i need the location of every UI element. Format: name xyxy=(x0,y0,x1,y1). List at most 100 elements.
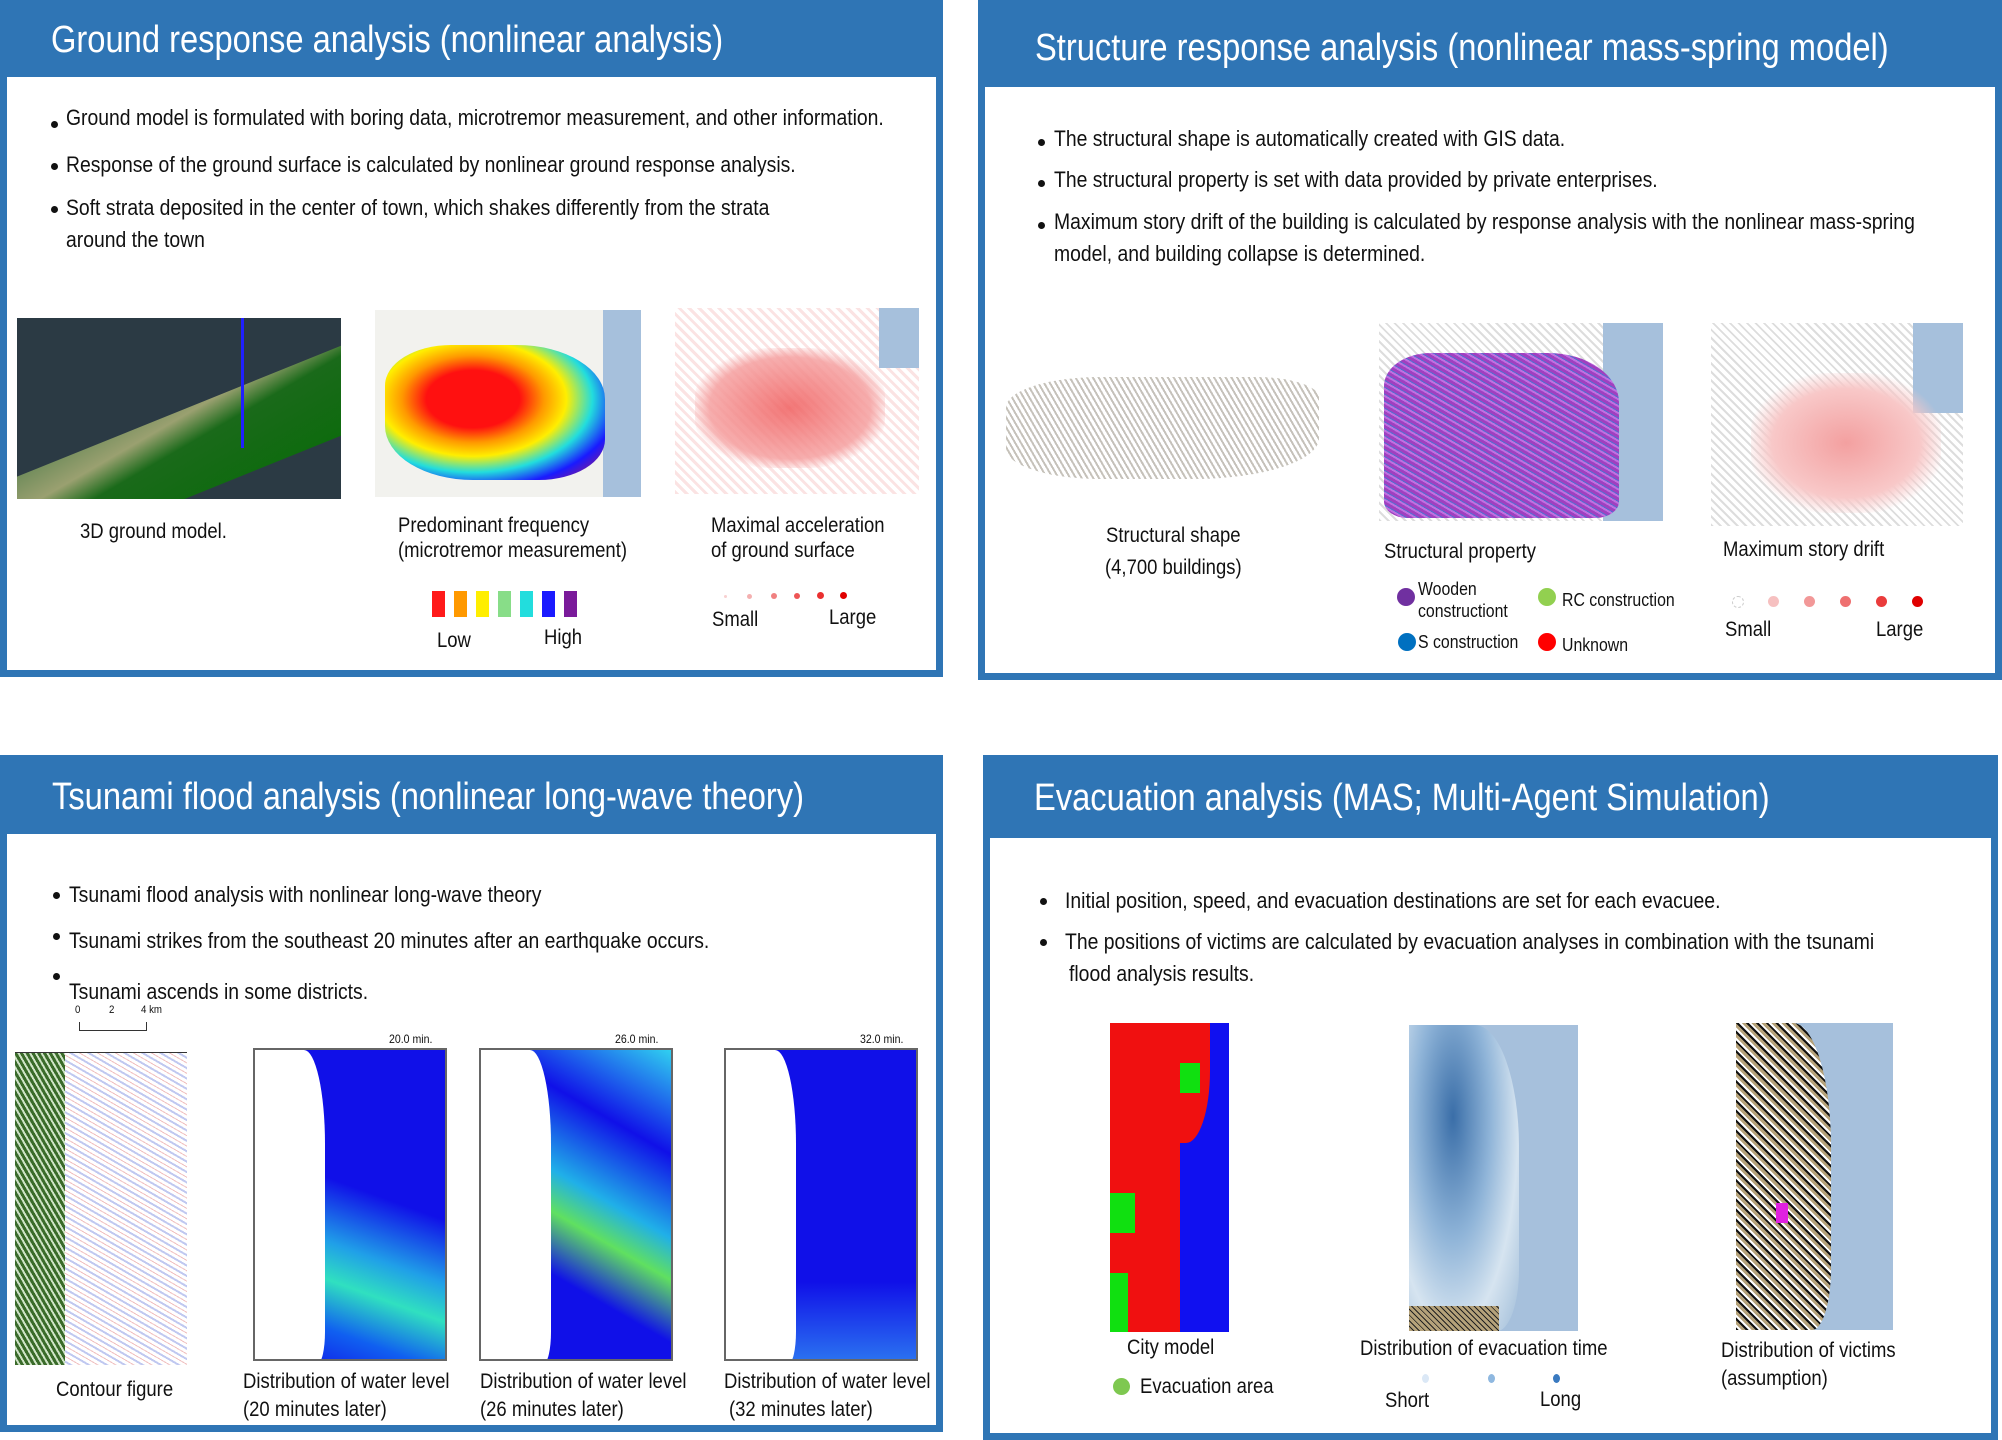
legend-label: Unknown xyxy=(1562,635,1629,655)
figure-caption: 3D ground model. xyxy=(80,520,227,543)
panel-header: Evacuation analysis (MAS; Multi-Agent Si… xyxy=(990,762,1991,838)
legend-low-label: Low xyxy=(437,629,471,652)
legend-large-label: Large xyxy=(829,606,877,629)
figure-caption: Distribution of evacuation time xyxy=(1360,1337,1608,1360)
unknown-legend-dot-icon xyxy=(1538,633,1556,651)
evacuation-panel: Evacuation analysis (MAS; Multi-Agent Si… xyxy=(983,755,1998,1440)
legend-large-label: Large xyxy=(1876,618,1924,641)
bullet-text: Tsunami strikes from the southeast 20 mi… xyxy=(69,928,710,953)
figure-caption: (4,700 buildings) xyxy=(1105,556,1242,579)
structure-response-panel: Structure response analysis (nonlinear m… xyxy=(978,0,2002,680)
legend-dot-icon xyxy=(1732,596,1744,608)
bullet-text: model, and building collapse is determin… xyxy=(1054,241,1426,266)
bullet-icon xyxy=(1038,222,1045,229)
panel-title: Structure response analysis (nonlinear m… xyxy=(1035,27,1889,69)
legend-dot-icon xyxy=(747,594,752,599)
figure-caption: Distribution of victims xyxy=(1721,1339,1896,1362)
legend-swatch xyxy=(498,591,511,617)
legend-label: S construction xyxy=(1418,632,1519,652)
bullet-text: Initial position, speed, and evacuation … xyxy=(1065,888,1721,913)
legend-label: constructiont xyxy=(1418,601,1508,621)
legend-swatch xyxy=(476,591,489,617)
bullet-text: The positions of victims are calculated … xyxy=(1065,929,1875,954)
legend-swatch xyxy=(542,591,555,617)
legend-dot-icon xyxy=(1840,596,1851,607)
legend-short-label: Short xyxy=(1385,1389,1430,1412)
panel-header: Tsunami flood analysis (nonlinear long-w… xyxy=(7,762,936,834)
scale-label: 0 xyxy=(75,1004,81,1016)
map-time-label: 26.0 min. xyxy=(615,1032,659,1046)
legend-dot-icon xyxy=(794,593,800,599)
figure-caption: of ground surface xyxy=(711,539,855,562)
rc-legend-dot-icon xyxy=(1538,588,1556,606)
bullet-text: The structural property is set with data… xyxy=(1054,167,1658,192)
bullet-text: Tsunami ascends in some districts. xyxy=(69,979,369,1004)
legend-label: RC construction xyxy=(1562,590,1675,610)
figure-caption: (assumption) xyxy=(1721,1367,1828,1390)
bullet-text: Maximum story drift of the building is c… xyxy=(1054,209,1915,234)
legend-dot-icon xyxy=(1804,596,1815,607)
water-level-map xyxy=(479,1048,673,1361)
maximal-acceleration-map xyxy=(675,308,919,494)
scale-bar xyxy=(79,1022,147,1031)
legend-dot-icon xyxy=(1912,596,1923,607)
structural-property-map xyxy=(1379,323,1663,521)
figure-caption: Structural property xyxy=(1384,540,1537,563)
ground-response-panel: Ground response analysis (nonlinear anal… xyxy=(0,0,943,677)
bullet-icon xyxy=(51,121,58,128)
legend-dot-icon xyxy=(1768,596,1779,607)
legend-dot-icon xyxy=(817,592,824,599)
panel-title: Ground response analysis (nonlinear anal… xyxy=(51,19,724,61)
water-level-map xyxy=(253,1048,447,1361)
tsunami-flood-panel: Tsunami flood analysis (nonlinear long-w… xyxy=(0,755,943,1432)
bullet-text: Ground model is formulated with boring d… xyxy=(66,105,884,130)
panel-title: Tsunami flood analysis (nonlinear long-w… xyxy=(52,776,805,818)
legend-small-label: Small xyxy=(1725,618,1772,641)
bullet-icon xyxy=(1038,180,1045,187)
bullet-text: Soft strata deposited in the center of t… xyxy=(66,195,770,220)
victims-distribution-map xyxy=(1736,1023,1893,1330)
maximum-story-drift-map xyxy=(1711,323,1963,526)
legend-swatch xyxy=(432,591,445,617)
legend-swatch xyxy=(564,591,577,617)
legend-label: Evacuation area xyxy=(1140,1375,1274,1398)
panel-header: Structure response analysis (nonlinear m… xyxy=(985,7,1995,87)
bullet-icon xyxy=(53,933,60,940)
contour-figure-image xyxy=(15,1052,187,1365)
figure-caption: City model xyxy=(1127,1336,1215,1359)
legend-label: Wooden xyxy=(1418,579,1477,599)
predominant-frequency-map xyxy=(375,310,641,497)
legend-swatch xyxy=(520,591,533,617)
bullet-text: around the town xyxy=(66,227,205,252)
land-area xyxy=(481,1050,551,1359)
structural-shape-image xyxy=(1006,377,1319,479)
figure-caption: Predominant frequency xyxy=(398,514,590,537)
legend-small-label: Small xyxy=(712,608,759,631)
evacuation-time-map xyxy=(1409,1025,1578,1331)
bullet-icon xyxy=(53,892,60,899)
evacuation-area-dot-icon xyxy=(1113,1378,1130,1395)
land-area xyxy=(726,1050,796,1359)
figure-caption: Maximum story drift xyxy=(1723,538,1885,561)
legend-dot-icon xyxy=(1876,596,1887,607)
legend-dot-icon xyxy=(724,595,727,598)
water-level-map xyxy=(724,1048,918,1361)
figure-caption: Contour figure xyxy=(56,1378,174,1401)
wooden-legend-dot-icon xyxy=(1397,588,1415,606)
figure-caption: Distribution of water level xyxy=(243,1370,450,1393)
panel-title: Evacuation analysis (MAS; Multi-Agent Si… xyxy=(1034,777,1770,819)
legend-high-label: High xyxy=(544,626,583,649)
figure-caption: (20 minutes later) xyxy=(243,1398,387,1421)
bullet-text: The structural shape is automatically cr… xyxy=(1054,126,1566,151)
bullet-icon xyxy=(1038,139,1045,146)
s-legend-dot-icon xyxy=(1398,633,1416,651)
figure-caption: Maximal acceleration xyxy=(711,514,885,537)
figure-caption: Distribution of water level xyxy=(480,1370,687,1393)
legend-dot-icon xyxy=(840,592,847,599)
legend-dot-icon xyxy=(1488,1374,1495,1383)
map-time-label: 20.0 min. xyxy=(389,1032,433,1046)
figure-caption: (32 minutes later) xyxy=(729,1398,873,1421)
figure-caption: Distribution of water level xyxy=(724,1370,931,1393)
bullet-icon xyxy=(1040,939,1047,946)
bullet-text: flood analysis results. xyxy=(1069,961,1255,986)
